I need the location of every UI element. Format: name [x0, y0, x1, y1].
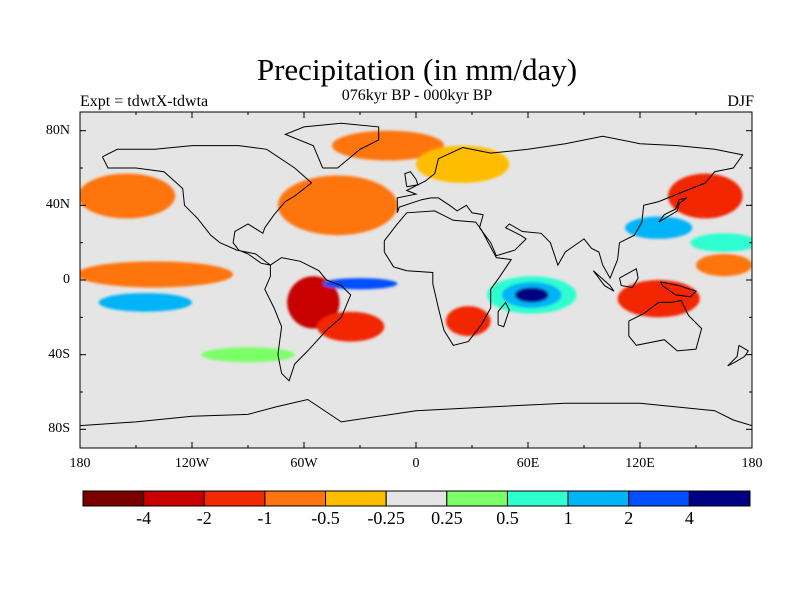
coastline-south-america	[264, 257, 352, 382]
coastline-new-guinea	[660, 281, 697, 298]
x-tick-label: 180	[741, 456, 763, 471]
anomaly-indonesia-dry	[617, 280, 700, 318]
coastline-japan	[658, 197, 687, 223]
colorbar-tick-label: 1	[563, 508, 573, 528]
season-label: DJF	[727, 93, 754, 110]
anomaly-southern-africa-dry	[445, 306, 491, 337]
anomaly-atlantic-itcz-wet	[322, 278, 398, 290]
figure-subtitle: 076kyr BP - 000kyr BP	[341, 87, 493, 104]
x-tick-label: 180	[69, 456, 91, 471]
colorbar-swatch	[446, 490, 508, 507]
coastline-layer	[80, 122, 752, 427]
colorbar-swatch	[688, 490, 751, 507]
anomaly-south-america-dry	[287, 276, 340, 329]
colorbar-swatch	[203, 490, 266, 507]
experiment-label: Expt = tdwtX-tdwta	[80, 93, 209, 110]
y-tick-label: 40S	[48, 346, 70, 362]
x-tick-label: 60E	[516, 456, 540, 471]
coastline-greenland	[283, 122, 380, 169]
y-tick-label: 0	[63, 272, 70, 287]
y-tick-label: 80N	[45, 122, 70, 138]
figure-title: Precipitation (in mm/day)	[256, 52, 578, 87]
anomaly-east-asia-wet	[625, 216, 693, 239]
colorbar-swatch	[628, 490, 690, 507]
coastline-madagascar	[497, 301, 510, 328]
coastline-sumatra	[592, 270, 615, 292]
x-tick-label: 0	[412, 456, 420, 471]
coastline-eurasia	[396, 135, 744, 280]
colorbar-swatch	[82, 490, 145, 507]
x-tick-label: 120E	[625, 456, 655, 471]
anomaly-south-atlantic-dry	[317, 311, 385, 342]
colorbar-tick-label: -2	[196, 508, 212, 528]
colorbar-swatch	[143, 490, 205, 507]
colorbar-swatch	[506, 490, 569, 507]
coastline-africa	[383, 210, 513, 346]
coastline-uk	[404, 171, 419, 188]
anomaly-arctic-dry	[332, 130, 444, 161]
anomaly-northwest-pacific-dry	[668, 173, 743, 219]
x-tick-label: 120W	[174, 456, 210, 471]
y-tick-label: 40N	[45, 197, 70, 213]
anomaly-north-atlantic-dry-halo	[277, 175, 398, 236]
colorbar-swatch	[385, 490, 448, 507]
anomaly-west-pacific-wet	[690, 233, 752, 252]
colorbar-tick-label: -1	[257, 508, 273, 528]
coastline-antarctica	[80, 398, 752, 427]
anomaly-west-pacific-dry	[696, 253, 752, 277]
colorbar-swatch	[567, 490, 630, 507]
colorbar	[82, 490, 751, 507]
anomaly-scandinavia-dry	[416, 145, 510, 183]
anomaly-indian-ocean-wet-core	[514, 287, 549, 303]
colorbar-tick-label: -4	[136, 508, 152, 528]
coastline-australia	[628, 299, 703, 352]
colorbar-swatch	[325, 490, 387, 507]
x-tick-label: 60W	[290, 456, 318, 471]
colorbar-tick-label: 0.5	[496, 508, 519, 528]
coastline-north-america	[101, 145, 313, 266]
colorbar-tick-label: 4	[684, 508, 694, 528]
anomaly-equatorial-pacific-dry-halo	[80, 261, 234, 288]
colorbar-swatch	[264, 490, 327, 507]
coastline-borneo	[619, 268, 639, 289]
colorbar-tick-label: -0.5	[311, 508, 340, 528]
anomaly-north-pacific-dry	[80, 173, 176, 219]
anomaly-south-pacific-wet	[98, 293, 192, 312]
colorbar-tick-label: 2	[624, 508, 634, 528]
anomaly-southern-ocean-wet	[201, 347, 295, 363]
colorbar-tick-label: 0.25	[431, 508, 463, 528]
coastline-new-zealand	[727, 344, 750, 367]
anomaly-layer	[80, 130, 752, 363]
y-tick-label: 80S	[48, 421, 70, 437]
colorbar-tick-label: -0.25	[367, 508, 405, 528]
axis-ticks	[79, 112, 753, 448]
